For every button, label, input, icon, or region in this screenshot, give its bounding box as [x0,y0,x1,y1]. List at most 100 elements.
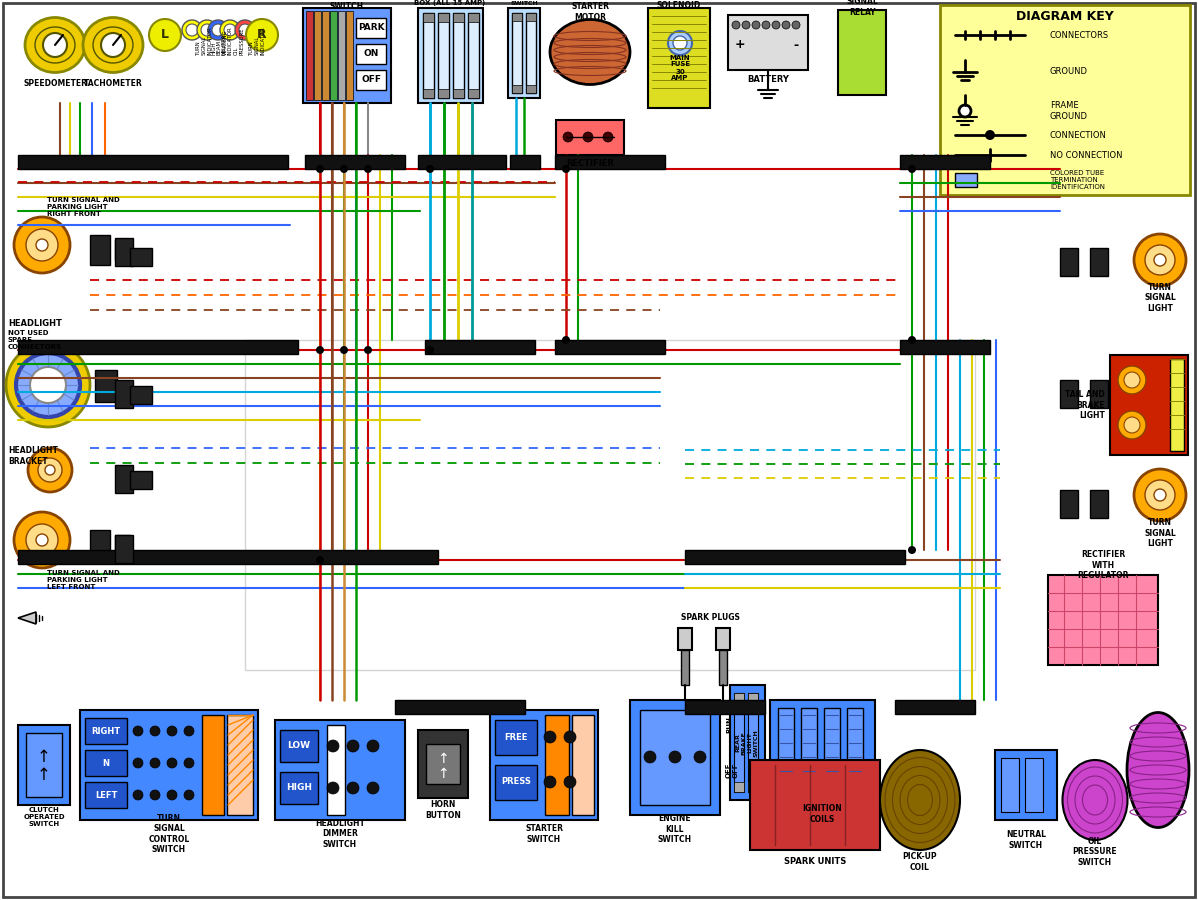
Text: ↑: ↑ [37,748,52,766]
Bar [426,744,460,784]
Circle shape [1145,480,1175,510]
Bar [847,708,863,792]
Bar [748,782,758,792]
Circle shape [426,346,434,354]
Circle shape [184,790,194,800]
Circle shape [782,21,789,29]
Ellipse shape [1127,713,1188,827]
Text: PICK-UP
COIL: PICK-UP COIL [902,852,937,872]
Circle shape [564,776,576,788]
Text: PARK: PARK [358,23,385,32]
Text: REAR
BRAKE
LIGHT
SWITCH: REAR BRAKE LIGHT SWITCH [736,729,758,757]
Bar [837,10,887,95]
Circle shape [645,751,657,763]
Bar [734,782,744,792]
Circle shape [772,21,780,29]
Bar [95,370,117,402]
Text: TURN
SIGNAL
LIGHT: TURN SIGNAL LIGHT [1144,518,1176,548]
Circle shape [167,726,177,736]
Circle shape [167,758,177,768]
Bar [18,340,298,354]
Bar [226,715,253,815]
Circle shape [762,21,770,29]
Circle shape [316,165,323,173]
Circle shape [167,790,177,800]
Bar [90,530,110,560]
Circle shape [426,165,434,173]
Bar [418,155,506,169]
Bar [678,628,692,650]
Circle shape [1145,245,1175,275]
Circle shape [694,751,706,763]
Bar [801,708,817,792]
Text: FRAME
GROUND: FRAME GROUND [1049,102,1088,121]
Bar [490,710,598,820]
Bar [728,15,807,70]
Bar [425,340,536,354]
Circle shape [563,132,573,142]
Bar [85,750,127,776]
Circle shape [340,165,347,173]
Text: LEFT: LEFT [95,790,117,799]
Circle shape [1135,234,1186,286]
Text: GROUND: GROUND [1049,68,1088,76]
Circle shape [186,24,198,36]
Text: TURN
SIGNAL
CONTROL
SWITCH: TURN SIGNAL CONTROL SWITCH [149,814,189,854]
Circle shape [908,165,916,173]
Circle shape [327,782,339,794]
Bar [900,340,990,354]
Bar [555,340,665,354]
Bar [280,730,317,762]
Circle shape [673,36,686,50]
Text: NEUTRAL
SWITCH: NEUTRAL SWITCH [1006,831,1046,850]
Text: COLORED TUBE
TERMINATION
IDENTIFICATION: COLORED TUBE TERMINATION IDENTIFICATION [1049,170,1105,190]
Bar [526,13,536,21]
Bar [685,550,904,564]
Bar [18,725,69,805]
Text: ON: ON [363,50,379,58]
Bar [750,760,881,850]
Text: L: L [161,29,169,41]
Bar [418,8,483,103]
Bar [115,535,133,563]
Text: HEADLIGHT
BRACKET: HEADLIGHT BRACKET [8,446,58,465]
Text: HIGH: HIGH [286,784,311,793]
Text: IGNITION
COILS: IGNITION COILS [803,805,842,824]
Ellipse shape [35,27,75,63]
Bar [453,13,464,98]
Text: TAIL AND
BRAKE
LIGHT: TAIL AND BRAKE LIGHT [1065,390,1105,420]
Text: OIL
PRESSURE
SWITCH: OIL PRESSURE SWITCH [1072,837,1118,867]
Bar [1060,248,1078,276]
Circle shape [364,346,373,354]
Bar [545,715,569,815]
Circle shape [220,20,240,40]
Text: -: - [793,39,799,51]
Bar [512,13,522,21]
Circle shape [603,132,613,142]
Circle shape [562,165,570,173]
Text: FUSE
BOX (ALL 15 AMP): FUSE BOX (ALL 15 AMP) [415,0,485,6]
Text: GENERATOR: GENERATOR [1196,744,1198,796]
Circle shape [1124,417,1140,433]
Circle shape [36,534,48,546]
Text: BATTERY: BATTERY [748,76,789,85]
Circle shape [1118,411,1146,439]
Text: TURN SIGNAL AND
PARKING LIGHT
LEFT FRONT: TURN SIGNAL AND PARKING LIGHT LEFT FRONT [47,570,120,590]
Ellipse shape [881,750,960,850]
Circle shape [36,239,48,251]
Text: TURN SIGNAL AND
PARKING LIGHT
RIGHT FRONT: TURN SIGNAL AND PARKING LIGHT RIGHT FRON… [47,197,120,217]
Bar [356,70,386,90]
Circle shape [668,751,680,763]
Circle shape [46,465,55,475]
Bar [1090,248,1108,276]
Circle shape [16,353,80,417]
Bar [246,340,975,670]
Text: HEADLIGHT: HEADLIGHT [8,319,62,328]
Circle shape [327,740,339,752]
Text: TURN
SIGNAL
INDICATOR: TURN SIGNAL INDICATOR [196,26,212,55]
Text: NO CONNECTION: NO CONNECTION [1049,150,1123,159]
Bar [202,715,224,815]
Text: OIL
PRESSURE: OIL PRESSURE [234,28,244,55]
Circle shape [316,556,323,564]
Bar [1170,359,1184,451]
